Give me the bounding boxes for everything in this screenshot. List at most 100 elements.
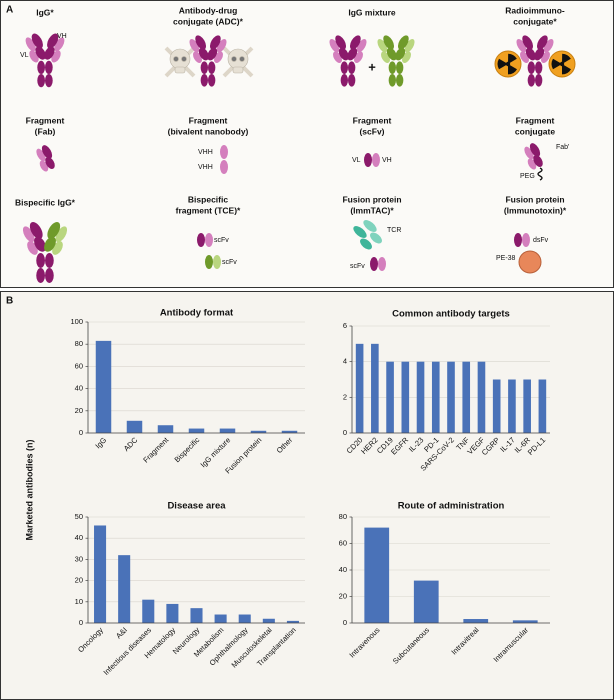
bar (281, 430, 298, 433)
y-tick-label: 40 (75, 533, 83, 542)
bar (286, 620, 299, 623)
panel-label: A (6, 5, 13, 16)
drug-icon (164, 46, 196, 78)
y-tick-label: 4 (343, 357, 347, 366)
bar (219, 428, 236, 433)
domain-label: scFv (350, 263, 365, 270)
format-title: conjugate (515, 126, 555, 136)
bar (512, 620, 538, 623)
plus: + (368, 59, 376, 74)
format-title: Bispecific IgG* (15, 197, 76, 207)
format-title: Fusion protein (342, 194, 401, 204)
format-title: (ImmTAC)* (350, 205, 394, 215)
y-tick-label: 20 (75, 576, 83, 585)
chart-title: Route of administration (398, 501, 505, 512)
bar (126, 420, 143, 433)
bar (118, 555, 131, 623)
y-tick-label: 100 (70, 317, 83, 326)
domain-label: scFv (222, 259, 237, 266)
bar (413, 580, 439, 623)
format-title: (Immunotoxin)* (504, 205, 567, 215)
bar (401, 361, 410, 433)
bar (538, 379, 547, 433)
panel-label: B (6, 296, 13, 307)
format-title: IgG mixture (348, 7, 396, 17)
bar (238, 614, 251, 623)
toxin (518, 250, 542, 274)
domain-label: dsFv (533, 237, 549, 244)
bar (214, 614, 227, 623)
vhh-domain (220, 160, 228, 174)
domain-label: VHH (198, 149, 213, 156)
domain-label: VL (352, 157, 361, 164)
format-title: Radioimmuno- (505, 5, 565, 15)
y-tick-label: 0 (343, 618, 347, 627)
y-tick-label: 20 (339, 591, 347, 600)
tcr-domain (353, 226, 367, 238)
peg-chain (537, 167, 543, 181)
chart-title: Common antibody targets (392, 309, 510, 320)
y-axis-label: Marketed antibodies (n) (24, 439, 34, 540)
bar (364, 527, 390, 623)
bar (416, 361, 425, 433)
y-tick-label: 20 (75, 406, 83, 415)
format-title: fragment (TCE)* (176, 205, 241, 215)
format-title: conjugate (ADC)* (173, 16, 244, 26)
domain-label: scFv (214, 237, 229, 244)
bar (94, 525, 107, 623)
y-tick-label: 2 (343, 392, 347, 401)
domain-label: PEG (520, 173, 535, 180)
y-tick-label: 60 (339, 538, 347, 547)
bar (262, 618, 275, 623)
y-tick-label: 40 (75, 384, 83, 393)
bar (190, 608, 203, 623)
bar (523, 379, 531, 433)
bar (142, 599, 155, 623)
y-tick-label: 50 (75, 512, 83, 521)
bar (188, 428, 205, 433)
format-title: Fragment (516, 115, 555, 125)
domain-label: PE-38 (496, 255, 516, 262)
bar (157, 425, 174, 433)
format-title: Antibody-drug (179, 5, 238, 15)
y-tick-label: 10 (75, 597, 83, 606)
format-title: Bispecific (188, 194, 228, 204)
y-tick-label: 60 (75, 361, 83, 370)
bar (508, 379, 516, 433)
domain-label: TCR (387, 227, 401, 234)
bar (463, 619, 489, 623)
panel-a: A IgG* VH VL Antibody-drug conjugate (AD… (0, 0, 614, 288)
vhh-domain (220, 145, 228, 159)
domain-label: Fab' (556, 144, 569, 151)
chart-title: Disease area (167, 501, 226, 512)
domain-label: VHH (198, 164, 213, 171)
bar (492, 379, 501, 433)
format-title: (Fab) (35, 126, 56, 136)
format-title: Fragment (26, 115, 65, 125)
drug-icon (222, 46, 254, 78)
format-title: (bivalent nanobody) (168, 126, 249, 136)
bar (371, 343, 379, 433)
bar (250, 430, 267, 433)
y-tick-label: 0 (79, 428, 83, 437)
domain-label: VH (57, 33, 67, 40)
format-title: IgG* (36, 7, 54, 17)
bar (355, 343, 364, 433)
format-title: (scFv) (359, 126, 384, 136)
bar (477, 361, 486, 433)
panel-a-frame (0, 0, 614, 288)
tcr-domain (363, 220, 377, 232)
bar (462, 361, 471, 433)
y-tick-label: 80 (339, 512, 347, 521)
tcr-domain (360, 238, 372, 250)
y-tick-label: 80 (75, 339, 83, 348)
bar (431, 361, 440, 433)
y-tick-label: 0 (79, 618, 83, 627)
bar (95, 340, 112, 433)
y-tick-label: 6 (343, 321, 347, 330)
y-tick-label: 0 (343, 428, 347, 437)
chart-title: Antibody format (160, 308, 234, 319)
bar (386, 361, 394, 433)
domain-label: VH (382, 157, 392, 164)
